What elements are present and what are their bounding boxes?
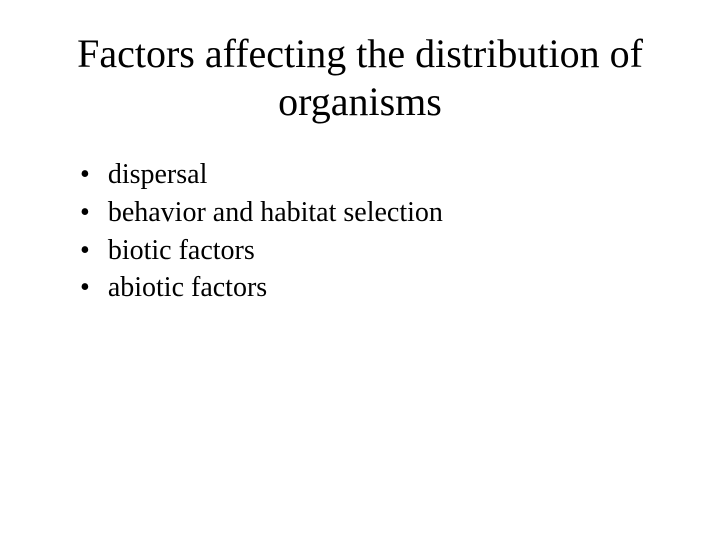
list-item: • abiotic factors	[80, 269, 660, 307]
bullet-text: biotic factors	[108, 232, 660, 270]
bullet-icon: •	[80, 232, 90, 270]
slide-title: Factors affecting the distribution of or…	[60, 30, 660, 126]
bullet-icon: •	[80, 156, 90, 194]
list-item: • behavior and habitat selection	[80, 194, 660, 232]
bullet-icon: •	[80, 269, 90, 307]
list-item: • biotic factors	[80, 232, 660, 270]
list-item: • dispersal	[80, 156, 660, 194]
bullet-text: dispersal	[108, 156, 660, 194]
bullet-text: abiotic factors	[108, 269, 660, 307]
bullet-text: behavior and habitat selection	[108, 194, 660, 232]
bullet-icon: •	[80, 194, 90, 232]
bullet-list: • dispersal • behavior and habitat selec…	[60, 156, 660, 307]
slide-container: Factors affecting the distribution of or…	[0, 0, 720, 540]
